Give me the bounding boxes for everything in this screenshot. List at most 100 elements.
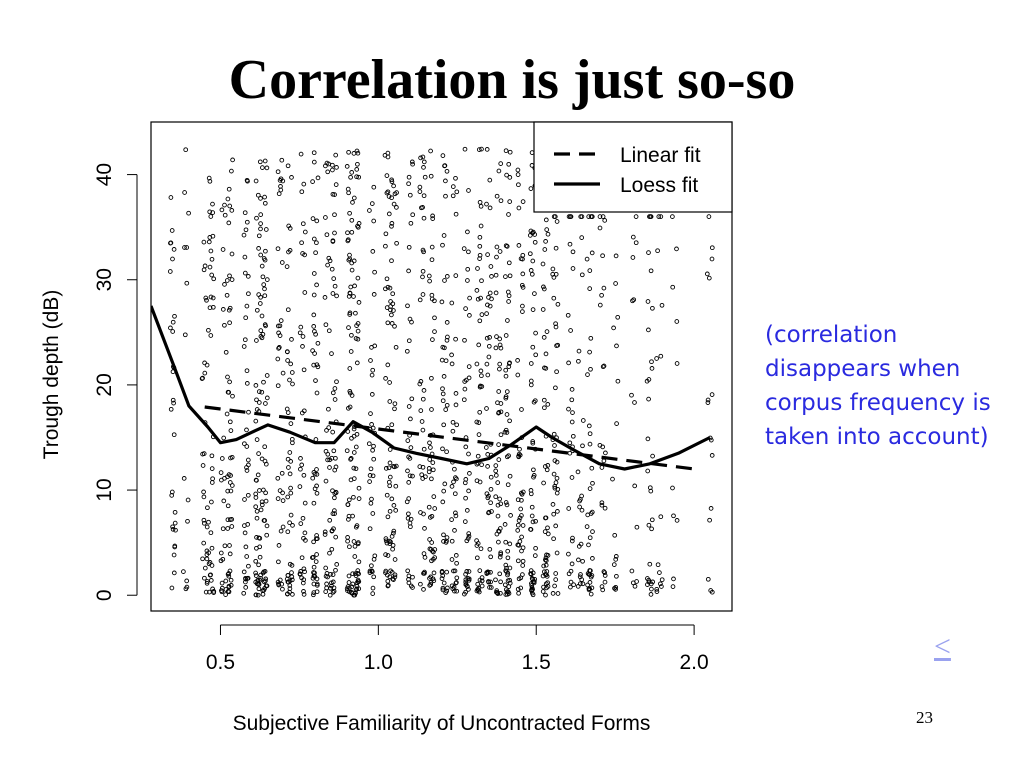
scatter-point (705, 576, 711, 582)
scatter-point (389, 312, 394, 318)
scatter-point (367, 473, 373, 478)
scatter-point (503, 148, 509, 154)
scatter-point (285, 591, 290, 597)
scatter-point (517, 515, 523, 521)
scatter-point (285, 456, 291, 462)
scatter-point (497, 249, 503, 254)
scatter-point (444, 538, 449, 544)
scatter-point (466, 375, 472, 381)
scatter-point (599, 500, 605, 506)
scatter-point (384, 173, 390, 178)
scatter-point (346, 149, 351, 155)
scatter-point (551, 471, 557, 477)
scatter-point (310, 179, 315, 184)
scatter-point (302, 229, 308, 235)
scatter-point (383, 243, 388, 249)
scatter-point (246, 409, 251, 415)
scatter-point (540, 307, 546, 312)
scatter-point (566, 506, 572, 511)
scatter-point (474, 588, 480, 594)
scatter-point (287, 586, 293, 591)
scatter-point (383, 286, 388, 292)
scatter-point (543, 239, 548, 244)
scatter-point (479, 373, 484, 379)
scatter-point (258, 221, 263, 226)
scatter-point (649, 526, 654, 532)
scatter-point (493, 463, 499, 468)
scatter-point (285, 358, 290, 363)
scatter-point (391, 577, 396, 582)
scatter-point (462, 337, 467, 343)
scatter-point (331, 585, 337, 591)
scatter-point (262, 444, 268, 450)
scatter-point (421, 511, 426, 517)
scatter-point (478, 203, 484, 209)
scatter-point (356, 559, 362, 565)
scatter-point (421, 388, 427, 393)
scatter-point (346, 573, 352, 579)
scatter-point (515, 558, 521, 564)
scatter-point (671, 513, 676, 519)
scatter-point (553, 385, 558, 391)
scatter-point (475, 581, 481, 587)
scatter-point (506, 260, 512, 266)
scatter-point (518, 585, 524, 591)
scatter-point (227, 551, 233, 557)
scatter-point (506, 212, 511, 217)
scatter-point (333, 490, 339, 496)
scatter-point (568, 328, 573, 333)
scatter-point (483, 445, 489, 450)
scatter-point (330, 572, 336, 577)
scatter-point (567, 440, 573, 446)
scatter-point (454, 560, 459, 566)
scatter-point (426, 504, 432, 510)
scatter-point (227, 320, 232, 326)
scatter-point (258, 252, 264, 258)
scatter-point (493, 345, 499, 351)
scatter-point (349, 229, 355, 235)
scatter-point (323, 565, 329, 571)
scatter-point (519, 497, 524, 503)
scatter-point (287, 377, 292, 383)
scatter-point (355, 328, 361, 334)
scatter-point (487, 205, 493, 211)
scatter-point (505, 289, 511, 295)
scatter-point (171, 400, 176, 406)
scatter-point (353, 444, 359, 450)
scatter-point (313, 559, 319, 564)
scatter-point (555, 301, 561, 307)
scatter-point (430, 460, 436, 465)
scatter-point (533, 352, 539, 358)
scatter-point (370, 367, 376, 373)
scatter-point (449, 352, 454, 358)
scatter-point (570, 433, 576, 439)
scatter-point (408, 583, 414, 589)
back-link[interactable]: < (934, 630, 951, 663)
scatter-point (567, 450, 573, 456)
scatter-point (488, 554, 494, 560)
scatter-point (479, 312, 485, 317)
scatter-point (463, 571, 468, 577)
scatter-point (349, 170, 355, 175)
scatter-point (276, 191, 282, 197)
scatter-point (429, 257, 435, 263)
scatter-point (256, 586, 262, 592)
scatter-point (225, 488, 231, 494)
scatter-point (206, 519, 211, 525)
scatter-point (349, 267, 355, 273)
scatter-point (329, 528, 335, 534)
data-points (167, 146, 715, 598)
scatter-point (520, 523, 526, 528)
scatter-point (201, 517, 207, 523)
scatter-point (428, 582, 434, 587)
scatter-point (487, 290, 493, 296)
scatter-point (645, 468, 651, 474)
x-tick-label: 0.5 (206, 651, 235, 674)
scatter-point (206, 239, 212, 245)
scatter-point (264, 373, 270, 378)
scatter-point (602, 570, 608, 575)
scatter-point (432, 506, 438, 511)
scatter-point (444, 337, 450, 343)
scatter-point (222, 282, 227, 287)
scatter-point (288, 512, 294, 518)
